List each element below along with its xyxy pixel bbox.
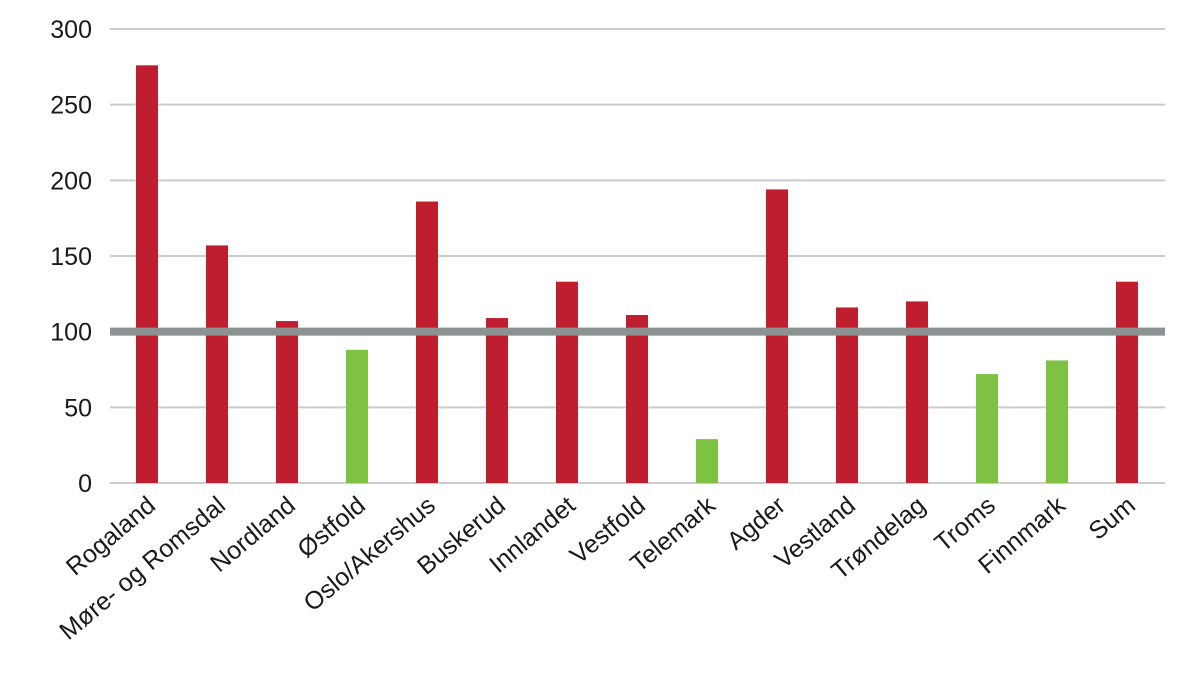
- y-tick-label-200: 200: [50, 167, 92, 195]
- bar-troms: [976, 374, 998, 483]
- bar-telemark: [696, 439, 718, 483]
- bar-oslo-akershus: [416, 201, 438, 483]
- y-tick-label-50: 50: [64, 394, 92, 422]
- bars: [136, 65, 1138, 483]
- bar-rogaland: [136, 65, 158, 483]
- y-tick-label-0: 0: [78, 470, 92, 498]
- bar-buskerud: [486, 318, 508, 483]
- y-axis-tick-labels: 0 50 100 150 200 250 300: [50, 16, 92, 498]
- y-tick-label-300: 300: [50, 16, 92, 44]
- bar-finnmark: [1046, 360, 1068, 483]
- bar-vestfold: [626, 315, 648, 483]
- bar-sum: [1116, 281, 1138, 483]
- y-tick-label-250: 250: [50, 92, 92, 120]
- bar-nordland: [276, 321, 298, 483]
- x-tick-label-sum: Sum: [1083, 491, 1140, 545]
- bar-vestland: [836, 307, 858, 483]
- y-tick-label-100: 100: [50, 319, 92, 347]
- bar-møre-og-romsdal: [206, 245, 228, 483]
- bar-agder: [766, 189, 788, 483]
- bar-østfold: [346, 349, 368, 483]
- bar-innlandet: [556, 281, 578, 483]
- bar-trøndelag: [906, 301, 928, 483]
- y-tick-label-150: 150: [50, 243, 92, 271]
